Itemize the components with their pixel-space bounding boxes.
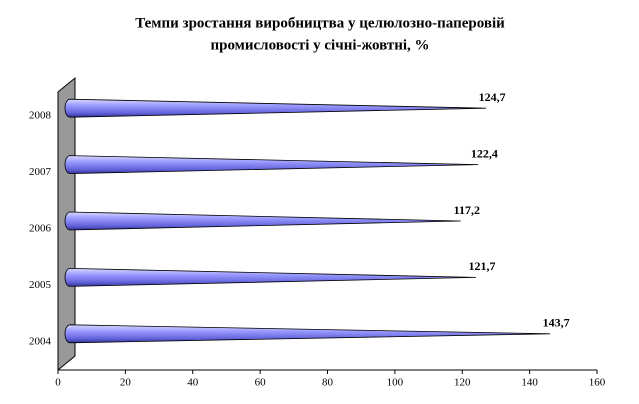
x-tick-label: 0 bbox=[55, 377, 61, 389]
x-tick-label: 20 bbox=[120, 377, 132, 389]
x-tick-label: 140 bbox=[521, 377, 538, 389]
chart-title: промисловості у січні-жовтні, % bbox=[210, 37, 429, 53]
cone-bar bbox=[64, 267, 476, 287]
chart-title: Темпи зростання виробництва у целюлозно-… bbox=[135, 15, 505, 31]
y-tick-label: 2004 bbox=[29, 335, 52, 347]
y-tick-label: 2005 bbox=[29, 279, 52, 291]
cone-bar bbox=[64, 211, 461, 231]
x-tick-label: 160 bbox=[589, 377, 606, 389]
x-tick-label: 120 bbox=[454, 377, 471, 389]
y-tick-label: 2008 bbox=[29, 110, 52, 122]
y-tick-label: 2006 bbox=[29, 223, 52, 235]
y-tick-label: 2007 bbox=[29, 166, 52, 178]
cone-bar bbox=[64, 98, 487, 118]
cone-bar bbox=[64, 155, 479, 175]
value-label: 117,2 bbox=[454, 203, 480, 217]
x-tick-label: 40 bbox=[187, 377, 199, 389]
value-label: 121,7 bbox=[468, 259, 495, 273]
value-label: 143,7 bbox=[543, 316, 570, 330]
x-tick-label: 100 bbox=[387, 377, 404, 389]
cone-bar bbox=[64, 324, 551, 344]
x-tick-label: 60 bbox=[255, 377, 267, 389]
x-tick-label: 80 bbox=[322, 377, 334, 389]
value-label: 124,7 bbox=[479, 90, 506, 104]
value-label: 122,4 bbox=[471, 146, 498, 160]
